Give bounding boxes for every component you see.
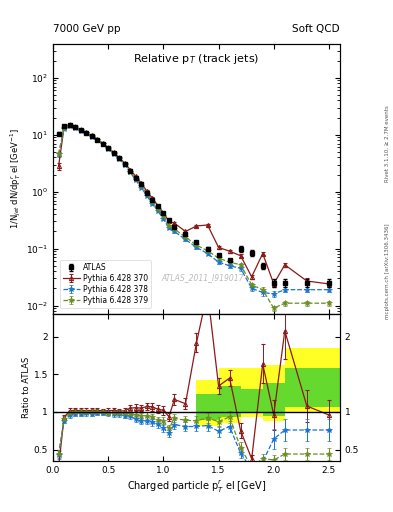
Text: Soft QCD: Soft QCD (292, 24, 340, 34)
Y-axis label: Ratio to ATLAS: Ratio to ATLAS (22, 357, 31, 418)
Y-axis label: 1/N$_{jet}$ dN/dp$^r_T$ el [GeV$^{-1}$]: 1/N$_{jet}$ dN/dp$^r_T$ el [GeV$^{-1}$] (9, 129, 23, 229)
Text: Rivet 3.1.10, ≥ 2.7M events: Rivet 3.1.10, ≥ 2.7M events (385, 105, 390, 182)
X-axis label: Charged particle p$^r_T$ el [GeV]: Charged particle p$^r_T$ el [GeV] (127, 479, 266, 495)
Text: mcplots.cern.ch [arXiv:1306.3436]: mcplots.cern.ch [arXiv:1306.3436] (385, 224, 390, 319)
Text: Relative p$_T$ (track jets): Relative p$_T$ (track jets) (133, 52, 260, 66)
Legend: ATLAS, Pythia 6.428 370, Pythia 6.428 378, Pythia 6.428 379: ATLAS, Pythia 6.428 370, Pythia 6.428 37… (60, 260, 151, 308)
Text: 7000 GeV pp: 7000 GeV pp (53, 24, 121, 34)
Text: ATLAS_2011_I919017: ATLAS_2011_I919017 (161, 273, 244, 282)
